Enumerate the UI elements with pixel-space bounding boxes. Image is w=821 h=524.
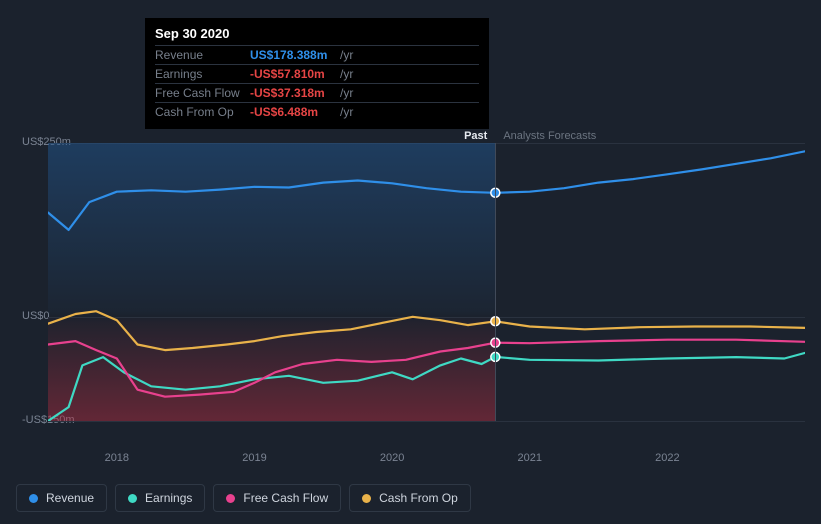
legend-label: Earnings	[145, 491, 192, 505]
tooltip-row-value: -US$37.318m	[250, 86, 340, 100]
region-label-past: Past	[48, 130, 495, 142]
chart-legend: Revenue Earnings Free Cash Flow Cash From O…	[16, 484, 471, 512]
legend-swatch	[29, 494, 38, 503]
x-tick-label: 2019	[242, 452, 266, 464]
legend-label: Free Cash Flow	[243, 491, 328, 505]
tooltip-row-value: -US$6.488m	[250, 105, 340, 119]
legend-item-revenue[interactable]: Revenue	[16, 484, 107, 512]
x-tick-label: 2018	[105, 452, 129, 464]
legend-item-free-cash-flow[interactable]: Free Cash Flow	[213, 484, 341, 512]
tooltip-row-label: Earnings	[155, 67, 250, 81]
tooltip-row-label: Revenue	[155, 48, 250, 62]
legend-swatch	[226, 494, 235, 503]
chart-svg	[48, 143, 805, 421]
legend-swatch	[128, 494, 137, 503]
tooltip-row: Cash From Op-US$6.488m /yr	[155, 102, 479, 121]
tooltip-row-label: Cash From Op	[155, 105, 250, 119]
x-tick-label: 2022	[655, 452, 679, 464]
y-tick-label: US$0	[22, 310, 50, 322]
chart-tooltip: Sep 30 2020 RevenueUS$178.388m /yrEarnin…	[145, 18, 489, 129]
legend-label: Cash From Op	[379, 491, 458, 505]
series-line-earnings	[48, 353, 805, 421]
legend-item-earnings[interactable]: Earnings	[115, 484, 205, 512]
x-tick-label: 2020	[380, 452, 404, 464]
x-tick-label: 2021	[517, 452, 541, 464]
tooltip-date: Sep 30 2020	[155, 26, 479, 41]
legend-label: Revenue	[46, 491, 94, 505]
tooltip-row-value: US$178.388m	[250, 48, 340, 62]
tooltip-row-value: -US$57.810m	[250, 67, 340, 81]
legend-swatch	[362, 494, 371, 503]
tooltip-row-unit: /yr	[340, 67, 353, 81]
series-line-revenue	[48, 151, 805, 230]
plot-area	[48, 143, 805, 421]
x-axis: 2018 2019 2020 2021 2022	[48, 452, 805, 470]
dashboard-root: Sep 30 2020 RevenueUS$178.388m /yrEarnin…	[0, 0, 821, 524]
gridline	[48, 421, 805, 422]
tooltip-row-label: Free Cash Flow	[155, 86, 250, 100]
region-labels: Past Analysts Forecasts	[48, 130, 805, 142]
tooltip-row-unit: /yr	[340, 48, 353, 62]
financials-chart[interactable]: US$250mUS$0-US$150m Past Analysts Foreca…	[16, 118, 805, 446]
series-line-cfo	[48, 311, 805, 350]
tooltip-row: Free Cash Flow-US$37.318m /yr	[155, 83, 479, 102]
legend-item-cash-from-op[interactable]: Cash From Op	[349, 484, 471, 512]
region-label-forecast: Analysts Forecasts	[495, 130, 596, 142]
past-forecast-divider	[495, 143, 496, 421]
tooltip-row-unit: /yr	[340, 105, 353, 119]
tooltip-row: RevenueUS$178.388m /yr	[155, 45, 479, 64]
tooltip-row: Earnings-US$57.810m /yr	[155, 64, 479, 83]
tooltip-row-unit: /yr	[340, 86, 353, 100]
